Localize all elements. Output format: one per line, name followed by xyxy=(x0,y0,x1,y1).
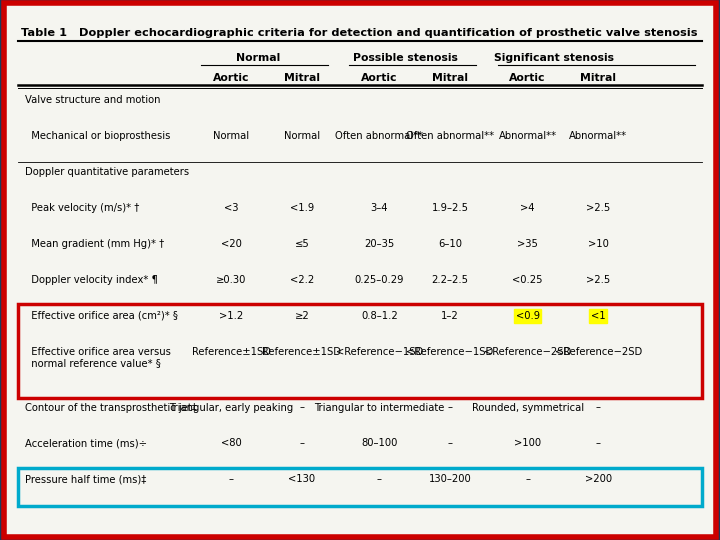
Text: >10: >10 xyxy=(588,239,608,249)
Text: 80–100: 80–100 xyxy=(361,438,397,449)
Text: –: – xyxy=(595,438,600,449)
Text: –: – xyxy=(300,402,305,413)
Text: Effective orifice area (cm²)* §: Effective orifice area (cm²)* § xyxy=(24,310,178,321)
Text: >200: >200 xyxy=(585,475,612,484)
Text: <Reference−1SD: <Reference−1SD xyxy=(336,347,423,357)
Text: >2.5: >2.5 xyxy=(586,275,611,285)
Text: >1.2: >1.2 xyxy=(219,310,243,321)
Text: Valve structure and motion: Valve structure and motion xyxy=(24,95,161,105)
Text: Normal: Normal xyxy=(235,53,280,63)
Text: –: – xyxy=(595,402,600,413)
Text: Mitral: Mitral xyxy=(432,73,468,83)
Text: >4: >4 xyxy=(521,203,535,213)
Text: Normal: Normal xyxy=(213,131,249,141)
Text: <0.9: <0.9 xyxy=(516,310,540,321)
Text: <Reference−2SD: <Reference−2SD xyxy=(484,347,571,357)
Text: <3: <3 xyxy=(224,203,238,213)
Text: Reference±1SD: Reference±1SD xyxy=(192,347,271,357)
Text: –: – xyxy=(300,438,305,449)
Text: >2.5: >2.5 xyxy=(586,203,611,213)
Text: 130–200: 130–200 xyxy=(428,475,472,484)
Text: Acceleration time (ms)÷: Acceleration time (ms)÷ xyxy=(24,438,147,449)
Text: Triangular, early peaking: Triangular, early peaking xyxy=(169,402,293,413)
Text: Abnormal**: Abnormal** xyxy=(498,131,557,141)
Text: 20–35: 20–35 xyxy=(364,239,395,249)
Text: 6–10: 6–10 xyxy=(438,239,462,249)
Text: <2.2: <2.2 xyxy=(289,275,314,285)
Text: <0.25: <0.25 xyxy=(513,275,543,285)
Text: <Reference−2SD: <Reference−2SD xyxy=(554,347,642,357)
Text: –: – xyxy=(447,402,452,413)
Text: Aortic: Aortic xyxy=(361,73,397,83)
Text: Effective orifice area versus
  normal reference value* §: Effective orifice area versus normal ref… xyxy=(24,347,171,368)
Text: ≥2: ≥2 xyxy=(294,310,309,321)
Text: –: – xyxy=(525,475,530,484)
Text: <20: <20 xyxy=(221,239,242,249)
Text: Pressure half time (ms)‡: Pressure half time (ms)‡ xyxy=(24,475,146,484)
Text: Contour of the transprosthetic jet‡: Contour of the transprosthetic jet‡ xyxy=(24,402,197,413)
Text: 1–2: 1–2 xyxy=(441,310,459,321)
Text: Often abnormal**: Often abnormal** xyxy=(406,131,494,141)
Text: <Reference−1SD: <Reference−1SD xyxy=(406,347,494,357)
Text: Often abnormal**: Often abnormal** xyxy=(336,131,423,141)
Text: Table 1   Doppler echocardiographic criteria for detection and quantification of: Table 1 Doppler echocardiographic criter… xyxy=(22,28,698,38)
Text: ≤5: ≤5 xyxy=(294,239,309,249)
Text: Reference±1SD: Reference±1SD xyxy=(262,347,341,357)
Bar xyxy=(18,305,702,398)
Text: Mitral: Mitral xyxy=(580,73,616,83)
Text: Mean gradient (mm Hg)* †: Mean gradient (mm Hg)* † xyxy=(24,239,164,249)
Text: Significant stenosis: Significant stenosis xyxy=(494,53,614,63)
Text: <130: <130 xyxy=(288,475,315,484)
Text: <1.9: <1.9 xyxy=(289,203,314,213)
Text: –: – xyxy=(229,475,234,484)
Text: >100: >100 xyxy=(514,438,541,449)
Text: Triangular to intermediate: Triangular to intermediate xyxy=(314,402,444,413)
Text: Abnormal**: Abnormal** xyxy=(569,131,627,141)
Text: 0.8–1.2: 0.8–1.2 xyxy=(361,310,397,321)
Text: Aortic: Aortic xyxy=(509,73,546,83)
Text: –: – xyxy=(447,438,452,449)
Text: Aortic: Aortic xyxy=(213,73,249,83)
Text: 3–4: 3–4 xyxy=(371,203,388,213)
Text: 1.9–2.5: 1.9–2.5 xyxy=(431,203,469,213)
Text: ≥0.30: ≥0.30 xyxy=(216,275,246,285)
Text: <80: <80 xyxy=(221,438,242,449)
Text: <1: <1 xyxy=(591,310,606,321)
Text: Doppler quantitative parameters: Doppler quantitative parameters xyxy=(24,167,189,177)
Text: 0.25–0.29: 0.25–0.29 xyxy=(355,275,404,285)
Text: Mechanical or bioprosthesis: Mechanical or bioprosthesis xyxy=(24,131,170,141)
Text: >35: >35 xyxy=(517,239,538,249)
Text: Mitral: Mitral xyxy=(284,73,320,83)
Text: Rounded, symmetrical: Rounded, symmetrical xyxy=(472,402,584,413)
Text: 2.2–2.5: 2.2–2.5 xyxy=(431,275,469,285)
Text: Peak velocity (m/s)* †: Peak velocity (m/s)* † xyxy=(24,203,139,213)
Text: –: – xyxy=(377,475,382,484)
Text: Normal: Normal xyxy=(284,131,320,141)
Bar xyxy=(18,468,702,505)
Text: Possible stenosis: Possible stenosis xyxy=(354,53,459,63)
Text: Doppler velocity index* ¶: Doppler velocity index* ¶ xyxy=(24,275,158,285)
